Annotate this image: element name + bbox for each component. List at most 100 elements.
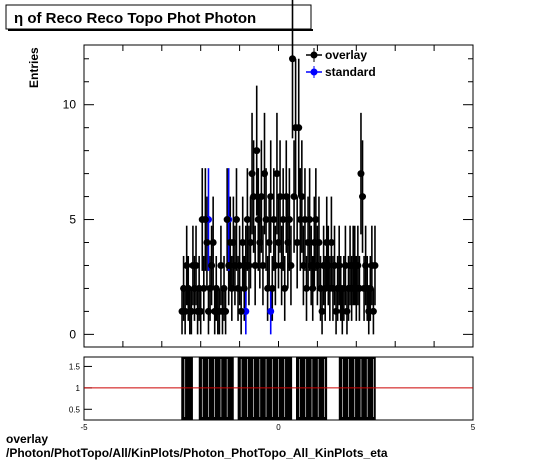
- overlay-point: [299, 261, 307, 269]
- overlay-point: [366, 284, 374, 292]
- overlay-point: [335, 261, 343, 269]
- overlay-point: [267, 193, 275, 201]
- title-box: η of Reco Reco Topo Phot Photon: [5, 4, 313, 31]
- overlay-point: [343, 307, 351, 315]
- overlay-point: [313, 261, 321, 269]
- overlay-point: [237, 307, 245, 315]
- overlay-point: [309, 284, 317, 292]
- overlay-point: [275, 239, 282, 247]
- footer-label: overlay: [6, 432, 49, 446]
- ratio-y-tick-label: 1.5: [69, 362, 81, 371]
- ratio-y-tick-label: 0.5: [69, 405, 81, 414]
- ratio-error-band: [198, 357, 234, 420]
- overlay-point: [197, 307, 205, 315]
- legend-overlay-marker: [310, 51, 318, 59]
- overlay-point: [284, 239, 292, 247]
- overlay-point: [225, 261, 233, 269]
- main-plot-axes: 0 5 10: [63, 45, 474, 347]
- legend-overlay-label: overlay: [325, 48, 367, 62]
- ratio-error-band: [296, 357, 328, 420]
- overlay-point: [228, 284, 236, 292]
- ratio-error-band: [237, 357, 293, 420]
- chart-title: η of Reco Reco Topo Phot Photon: [14, 10, 256, 27]
- overlay-point: [254, 216, 262, 224]
- y-tick-label: 5: [69, 213, 76, 227]
- overlay-point: [281, 284, 289, 292]
- legend-entry-overlay: overlay: [306, 48, 367, 62]
- overlay-point: [306, 216, 314, 224]
- ratio-error-band: [338, 357, 376, 420]
- overlay-point: [217, 261, 225, 269]
- overlay-point: [278, 261, 286, 269]
- ratio-x-tick-label: 5: [471, 423, 476, 432]
- overlay-point: [273, 170, 281, 178]
- overlay-point: [209, 239, 217, 247]
- y-tick-label: 0: [69, 327, 76, 341]
- overlay-point: [259, 261, 267, 269]
- overlay-point: [289, 55, 297, 63]
- overlay-point: [260, 170, 268, 178]
- title-box-frame: [5, 4, 312, 30]
- overlay-point: [256, 239, 264, 247]
- overlay-point: [290, 193, 298, 201]
- overlay-point: [204, 307, 212, 315]
- legend-standard-label: standard: [325, 65, 376, 79]
- overlay-point: [208, 261, 216, 269]
- overlay-point: [354, 261, 362, 269]
- overlay-point: [246, 239, 254, 247]
- overlay-point: [276, 193, 284, 201]
- overlay-point: [287, 261, 295, 269]
- overlay-point: [362, 261, 370, 269]
- overlay-point: [200, 284, 208, 292]
- overlay-point: [257, 193, 265, 201]
- overlay-point: [251, 261, 259, 269]
- ratio-plot-data: [84, 357, 473, 420]
- overlay-point: [253, 147, 261, 155]
- overlay-point: [371, 261, 379, 269]
- overlay-point: [239, 239, 247, 247]
- overlay-point: [187, 307, 195, 315]
- overlay-point: [312, 216, 320, 224]
- overlay-point: [245, 261, 253, 269]
- standard-point: [267, 307, 275, 315]
- overlay-point: [203, 239, 211, 247]
- overlay-point: [271, 261, 279, 269]
- overlay-point: [183, 261, 191, 269]
- ratio-y-tick-label: 1: [76, 384, 81, 393]
- y-tick-label: 10: [63, 98, 77, 112]
- overlay-point: [234, 284, 242, 292]
- overlay-point: [220, 284, 228, 292]
- main-plot-data: [178, 0, 379, 335]
- overlay-point: [332, 307, 340, 315]
- ratio-x-tick-label: -5: [80, 423, 88, 432]
- overlay-point: [250, 193, 258, 201]
- overlay-point: [315, 239, 323, 247]
- overlay-point: [318, 307, 326, 315]
- overlay-point: [192, 261, 200, 269]
- overlay-point: [236, 261, 244, 269]
- overlay-point: [243, 216, 251, 224]
- overlay-point: [304, 239, 312, 247]
- overlay-point: [307, 261, 315, 269]
- ratio-error-band: [181, 357, 193, 420]
- overlay-point: [285, 216, 293, 224]
- legend: overlay standard: [306, 48, 376, 79]
- overlay-point: [240, 284, 248, 292]
- overlay-point: [212, 284, 220, 292]
- overlay-point: [279, 216, 287, 224]
- overlay-point: [232, 216, 240, 224]
- overlay-point: [206, 284, 214, 292]
- overlay-point: [184, 284, 192, 292]
- overlay-point: [298, 193, 306, 201]
- overlay-point: [293, 239, 301, 247]
- overlay-point: [303, 284, 311, 292]
- overlay-point: [270, 216, 278, 224]
- overlay-point: [265, 239, 273, 247]
- overlay-point: [229, 239, 237, 247]
- overlay-point: [327, 239, 335, 247]
- title-box-shadow: [8, 29, 313, 31]
- legend-standard-marker: [310, 68, 318, 76]
- ratio-x-tick-label: 0: [276, 423, 281, 432]
- overlay-point: [324, 261, 332, 269]
